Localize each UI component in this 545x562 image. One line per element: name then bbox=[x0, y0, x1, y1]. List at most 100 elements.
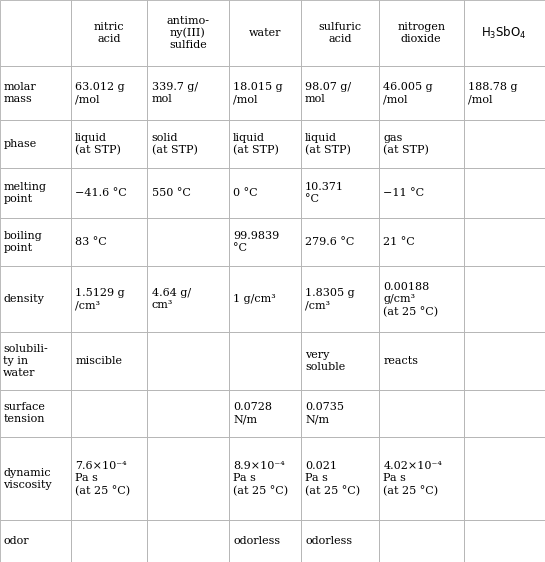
Bar bbox=[229, 120, 301, 167]
Bar bbox=[301, 520, 379, 562]
Bar bbox=[71, 120, 147, 167]
Bar bbox=[229, 389, 301, 437]
Text: gas
(at STP): gas (at STP) bbox=[383, 133, 429, 155]
Text: solid
(at STP): solid (at STP) bbox=[152, 133, 197, 155]
Bar bbox=[464, 66, 545, 120]
Text: liquid
(at STP): liquid (at STP) bbox=[233, 133, 279, 155]
Bar bbox=[301, 266, 379, 333]
Bar bbox=[147, 389, 229, 437]
Text: reacts: reacts bbox=[383, 356, 419, 366]
Bar bbox=[0, 266, 71, 333]
Bar bbox=[229, 66, 301, 120]
Bar bbox=[0, 66, 71, 120]
Text: density: density bbox=[3, 294, 44, 305]
Text: 83 °C: 83 °C bbox=[75, 237, 107, 247]
Bar bbox=[147, 167, 229, 217]
Bar bbox=[379, 66, 464, 120]
Text: 18.015 g
/mol: 18.015 g /mol bbox=[233, 82, 283, 104]
Text: molar
mass: molar mass bbox=[3, 82, 36, 104]
Text: 8.9×10⁻⁴
Pa s
(at 25 °C): 8.9×10⁻⁴ Pa s (at 25 °C) bbox=[233, 461, 288, 496]
Bar bbox=[0, 333, 71, 389]
Bar bbox=[464, 217, 545, 266]
Bar bbox=[464, 437, 545, 520]
Text: water: water bbox=[249, 28, 281, 38]
Text: 0 °C: 0 °C bbox=[233, 188, 258, 198]
Bar bbox=[71, 0, 147, 66]
Text: −11 °C: −11 °C bbox=[383, 188, 425, 198]
Bar bbox=[464, 167, 545, 217]
Bar bbox=[71, 520, 147, 562]
Text: phase: phase bbox=[3, 139, 37, 149]
Bar bbox=[0, 167, 71, 217]
Bar bbox=[379, 266, 464, 333]
Bar bbox=[301, 120, 379, 167]
Bar bbox=[147, 217, 229, 266]
Bar bbox=[229, 266, 301, 333]
Text: 0.0735
N/m: 0.0735 N/m bbox=[305, 402, 344, 424]
Bar bbox=[229, 437, 301, 520]
Bar bbox=[379, 389, 464, 437]
Bar bbox=[379, 520, 464, 562]
Text: −41.6 °C: −41.6 °C bbox=[75, 188, 127, 198]
Text: nitric
acid: nitric acid bbox=[94, 22, 124, 44]
Bar bbox=[464, 266, 545, 333]
Text: 279.6 °C: 279.6 °C bbox=[305, 237, 354, 247]
Bar bbox=[71, 167, 147, 217]
Bar bbox=[147, 437, 229, 520]
Text: 7.6×10⁻⁴
Pa s
(at 25 °C): 7.6×10⁻⁴ Pa s (at 25 °C) bbox=[75, 461, 130, 496]
Bar bbox=[301, 167, 379, 217]
Bar bbox=[0, 389, 71, 437]
Bar bbox=[0, 217, 71, 266]
Text: 21 °C: 21 °C bbox=[383, 237, 415, 247]
Text: sulfuric
acid: sulfuric acid bbox=[318, 22, 361, 44]
Bar bbox=[147, 520, 229, 562]
Bar bbox=[71, 333, 147, 389]
Text: boiling
point: boiling point bbox=[3, 231, 42, 253]
Bar bbox=[147, 120, 229, 167]
Bar bbox=[71, 217, 147, 266]
Bar bbox=[0, 437, 71, 520]
Bar bbox=[301, 217, 379, 266]
Text: very
soluble: very soluble bbox=[305, 350, 346, 372]
Bar bbox=[379, 333, 464, 389]
Text: 188.78 g
/mol: 188.78 g /mol bbox=[468, 82, 517, 104]
Text: 0.00188
g/cm³
(at 25 °C): 0.00188 g/cm³ (at 25 °C) bbox=[383, 282, 439, 317]
Text: 4.64 g/
cm³: 4.64 g/ cm³ bbox=[152, 288, 191, 310]
Bar bbox=[0, 520, 71, 562]
Text: nitrogen
dioxide: nitrogen dioxide bbox=[397, 22, 445, 44]
Bar bbox=[229, 217, 301, 266]
Text: liquid
(at STP): liquid (at STP) bbox=[305, 133, 351, 155]
Text: 1.8305 g
/cm³: 1.8305 g /cm³ bbox=[305, 288, 355, 310]
Text: 339.7 g/
mol: 339.7 g/ mol bbox=[152, 82, 198, 104]
Bar bbox=[147, 0, 229, 66]
Text: odor: odor bbox=[3, 536, 29, 546]
Bar bbox=[229, 333, 301, 389]
Bar bbox=[229, 520, 301, 562]
Text: 63.012 g
/mol: 63.012 g /mol bbox=[75, 82, 125, 104]
Bar bbox=[301, 0, 379, 66]
Text: 98.07 g/
mol: 98.07 g/ mol bbox=[305, 82, 351, 104]
Bar bbox=[464, 0, 545, 66]
Bar bbox=[229, 167, 301, 217]
Bar bbox=[71, 389, 147, 437]
Bar bbox=[301, 437, 379, 520]
Bar bbox=[147, 266, 229, 333]
Bar bbox=[71, 266, 147, 333]
Text: 0.0728
N/m: 0.0728 N/m bbox=[233, 402, 272, 424]
Text: odorless: odorless bbox=[305, 536, 352, 546]
Bar bbox=[71, 66, 147, 120]
Bar bbox=[379, 0, 464, 66]
Text: 10.371
°C: 10.371 °C bbox=[305, 182, 344, 203]
Bar bbox=[464, 333, 545, 389]
Text: $\mathregular{H_3SbO_4}$: $\mathregular{H_3SbO_4}$ bbox=[481, 25, 527, 41]
Text: solubili-
ty in
water: solubili- ty in water bbox=[3, 344, 48, 378]
Bar bbox=[464, 520, 545, 562]
Text: 0.021
Pa s
(at 25 °C): 0.021 Pa s (at 25 °C) bbox=[305, 461, 360, 496]
Bar bbox=[147, 333, 229, 389]
Text: odorless: odorless bbox=[233, 536, 280, 546]
Text: antimo-
ny(III)
sulfide: antimo- ny(III) sulfide bbox=[166, 16, 209, 51]
Bar bbox=[464, 389, 545, 437]
Bar bbox=[0, 0, 71, 66]
Bar bbox=[301, 333, 379, 389]
Bar bbox=[71, 437, 147, 520]
